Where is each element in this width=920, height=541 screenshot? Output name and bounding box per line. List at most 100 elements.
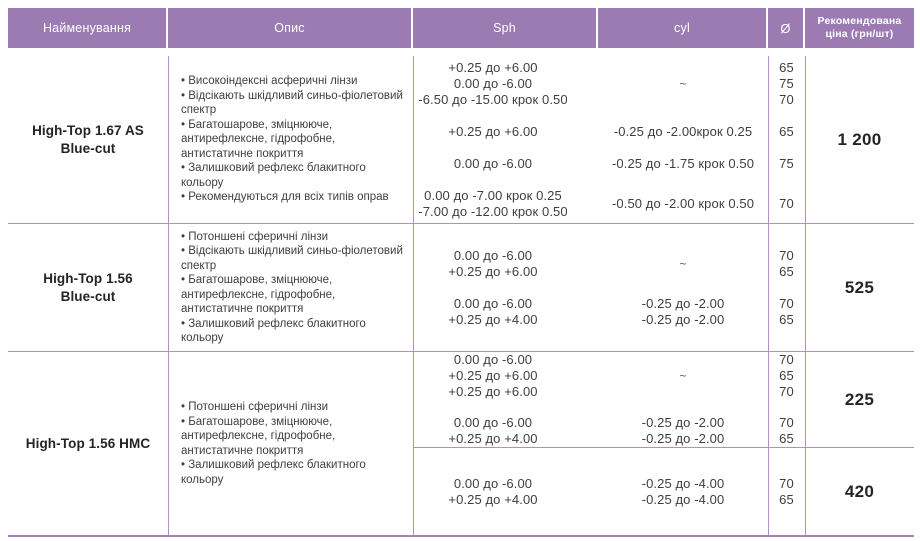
range-groups: 0.00 до -6.00 +0.25 до +4.00 -0.25 до -4… — [413, 448, 805, 535]
description-cell: • Потоншені сферичні лінзи • Багатошаров… — [168, 352, 413, 535]
column-divider — [805, 56, 806, 223]
diameter-column: 70 — [768, 188, 805, 220]
diameter-value: 65 — [779, 491, 794, 507]
description-cell: • Високоіндексні асферичні лінзи • Відсі… — [168, 56, 413, 223]
diameter-value: 65 — [779, 263, 794, 279]
sph-range: +0.25 до +4.00 — [448, 311, 538, 327]
description-cell: • Потоншені сферичні лінзи • Відсікають … — [168, 224, 413, 351]
cyl-range: ~ — [679, 76, 687, 91]
column-divider — [768, 224, 769, 351]
table-body: High-Top 1.67 AS Blue-cut • Високоіндекс… — [8, 56, 914, 537]
sph-column: +0.25 до +6.00 0.00 до -6.00 -6.50 до -1… — [413, 60, 598, 108]
price-value: 225 — [844, 389, 875, 409]
column-divider — [768, 352, 769, 535]
header-cell-diameter: Ø — [768, 8, 803, 48]
diameter-value: 70 — [779, 475, 794, 491]
range-groups: +0.25 до +6.00 0.00 до -6.00 -6.50 до -1… — [413, 56, 805, 223]
column-divider — [805, 352, 806, 535]
sph-range: -6.50 до -15.00 крок 0.50 — [418, 91, 568, 107]
cyl-range: -0.25 до -2.00крок 0.25 — [613, 123, 753, 139]
column-divider — [413, 352, 414, 535]
range-group: 0.00 до -6.00 -0.25 до -1.75 крок 0.50 7… — [413, 156, 805, 172]
diameter-value: 70 — [779, 195, 794, 211]
cyl-column: -0.25 до -4.00 -0.25 до -4.00 — [598, 476, 768, 508]
column-divider — [413, 224, 414, 351]
description-item: • Потоншені сферичні лінзи — [181, 230, 329, 243]
sph-range: 0.00 до -6.00 — [453, 155, 533, 171]
table-header-row: Найменування Опис Sph cyl Ø Рекомендован… — [8, 8, 914, 48]
table-row: High-Top 1.67 AS Blue-cut • Високоіндекс… — [8, 56, 914, 223]
range-group: 0.00 до -7.00 крок 0.25 -7.00 до -12.00 … — [413, 188, 805, 220]
product-name-cell: High-Top 1.67 AS Blue-cut — [8, 56, 168, 223]
sph-range: +0.25 до +4.00 — [448, 431, 538, 446]
diameter-column: 70 65 — [768, 415, 805, 447]
sph-range: 0.00 до -6.00 — [453, 475, 533, 491]
sph-range: +0.25 до +6.00 — [448, 59, 538, 75]
diameter-value: 75 — [779, 155, 794, 171]
diameter-column: 70 65 — [768, 248, 805, 280]
column-divider — [168, 352, 169, 535]
price-section: 0.00 до -6.00 +0.25 до +6.00 +0.25 до +6… — [413, 352, 914, 447]
sph-range: 0.00 до -6.00 — [453, 415, 533, 430]
range-group: +0.25 до +6.00 0.00 до -6.00 -6.50 до -1… — [413, 60, 805, 108]
sph-column: 0.00 до -6.00 +0.25 до +6.00 — [413, 248, 598, 280]
sph-range: +0.25 до +6.00 — [448, 368, 538, 383]
diameter-column: 70 65 — [768, 296, 805, 328]
sph-column: 0.00 до -6.00 +0.25 до +4.00 — [413, 476, 598, 508]
diameter-value: 70 — [779, 415, 794, 430]
cyl-column: -0.25 до -1.75 крок 0.50 — [598, 156, 768, 172]
column-divider — [805, 224, 806, 351]
description-item: • Залишковий рефлекс блакитного кольору — [181, 317, 366, 345]
cyl-range: -0.50 до -2.00 крок 0.50 — [611, 195, 755, 211]
cyl-range: -0.25 до -4.00 — [641, 491, 725, 507]
cyl-range: ~ — [679, 256, 687, 271]
sph-column: +0.25 до +6.00 — [413, 124, 598, 140]
description-item: • Рекомендуються для всіх типів оправ — [181, 191, 389, 204]
sph-column: 0.00 до -6.00 +0.25 до +4.00 — [413, 415, 598, 447]
diameter-value: 65 — [779, 368, 794, 383]
price-cell: 525 — [805, 224, 914, 351]
cyl-range: -0.25 до -2.00 — [641, 431, 725, 446]
sph-range: +0.25 до +6.00 — [448, 384, 538, 399]
diameter-value: 70 — [779, 295, 794, 311]
diameter-value: 65 — [779, 431, 794, 446]
range-group: 0.00 до -6.00 +0.25 до +6.00 ~ 70 65 — [413, 248, 805, 280]
cyl-range: -0.25 до -2.00 — [641, 311, 725, 327]
cyl-range: -0.25 до -4.00 — [641, 475, 725, 491]
price-value: 525 — [844, 277, 875, 297]
header-cell-desc: Опис — [168, 8, 411, 48]
cyl-range: -0.25 до -2.00 — [641, 295, 725, 311]
header-cell-cyl: cyl — [598, 8, 766, 48]
diameter-value: 65 — [779, 59, 794, 75]
header-cell-price: Рекомендована ціна (грн/шт) — [805, 8, 914, 48]
description-item: • Високоіндексні асферичні лінзи — [181, 75, 358, 88]
price-section: +0.25 до +6.00 0.00 до -6.00 -6.50 до -1… — [413, 56, 914, 223]
range-groups: 0.00 до -6.00 +0.25 до +6.00 ~ 70 65 — [413, 224, 805, 351]
description-item: • Відсікають шкідливий синьо-фіолетовий … — [181, 245, 403, 272]
range-group: 0.00 до -6.00 +0.25 до +4.00 -0.25 до -2… — [413, 415, 805, 447]
product-name-cell: High-Top 1.56 Blue-cut — [8, 224, 168, 351]
header-cell-name: Найменування — [8, 8, 166, 48]
cyl-range: -0.25 до -1.75 крок 0.50 — [611, 155, 755, 171]
diameter-value: 70 — [779, 247, 794, 263]
diameter-column: 65 — [768, 124, 805, 140]
table-row: High-Top 1.56 HMC • Потоншені сферичні л… — [8, 351, 914, 535]
description-item: • Багатошарове, зміцнююче, антирефлексне… — [181, 118, 336, 160]
sph-range: +0.25 до +6.00 — [448, 263, 538, 279]
ranges-and-price: 0.00 до -6.00 +0.25 до +6.00 ~ 70 65 — [413, 224, 914, 351]
range-group: 0.00 до -6.00 +0.25 до +4.00 -0.25 до -2… — [413, 296, 805, 328]
range-groups: 0.00 до -6.00 +0.25 до +6.00 +0.25 до +6… — [413, 352, 805, 447]
sph-column: 0.00 до -6.00 +0.25 до +4.00 — [413, 296, 598, 328]
sph-range: 0.00 до -6.00 — [453, 75, 533, 91]
description-item: • Відсікають шкідливий синьо-фіолетовий … — [181, 89, 403, 117]
table-row: High-Top 1.56 Blue-cut • Потоншені сфери… — [8, 223, 914, 351]
description-item: • Залишковий рефлекс блакитного кольору — [181, 459, 366, 486]
product-name: High-Top 1.67 AS — [32, 122, 144, 138]
diameter-value: 70 — [779, 91, 794, 107]
diameter-value: 75 — [779, 75, 794, 91]
cyl-column: -0.25 до -2.00крок 0.25 — [598, 124, 768, 140]
sph-column: 0.00 до -6.00 — [413, 156, 598, 172]
cyl-column: ~ — [598, 352, 768, 400]
diameter-column: 70 65 — [768, 476, 805, 508]
